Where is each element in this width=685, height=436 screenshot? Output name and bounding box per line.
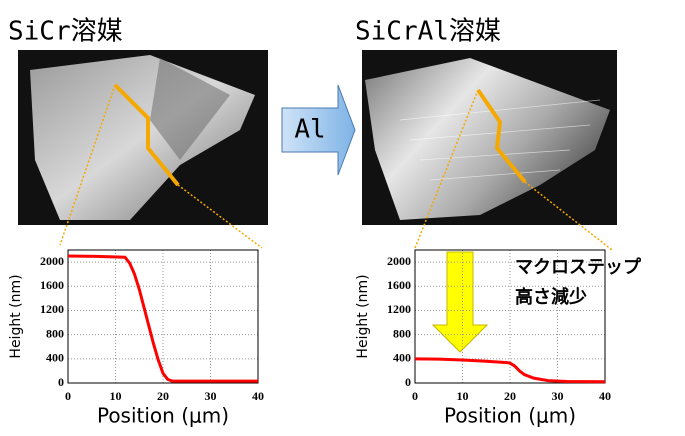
plot-frame (67, 249, 259, 384)
y-tick-label: 400 (46, 351, 64, 365)
process-arrow (281, 84, 356, 176)
x-axis-label: Position (μm) (444, 404, 576, 428)
annotation: 高さ減少 (515, 286, 587, 308)
x-tick-label: 20 (504, 389, 516, 403)
y-tick-label: 800 (393, 326, 411, 340)
afm-image (18, 50, 268, 249)
y-tick-label: 400 (393, 351, 411, 365)
y-tick-label: 1600 (387, 278, 411, 292)
y-tick-label: 2000 (40, 254, 64, 268)
chart-title: SiCr溶媒 (8, 17, 123, 47)
x-tick-label: 10 (457, 389, 469, 403)
y-tick-label: 800 (46, 326, 64, 340)
x-tick-label: 30 (205, 389, 217, 403)
y-tick-label: 2000 (387, 254, 411, 268)
x-tick-label: 0 (412, 389, 418, 403)
y-tick-label: 0 (58, 375, 64, 389)
plot-frame (414, 249, 606, 384)
x-axis-label: Position (μm) (97, 404, 229, 428)
y-tick-label: 1600 (40, 278, 64, 292)
chart-title: SiCrAl溶媒 (355, 17, 501, 47)
decrease-arrow (431, 251, 489, 353)
x-tick-label: 40 (252, 389, 264, 403)
data-line (67, 254, 258, 383)
data-line (414, 357, 606, 384)
y-tick-label: 1200 (387, 302, 411, 316)
annotation: マクロステップ (515, 256, 642, 278)
x-tick-label: 20 (157, 389, 169, 403)
y-tick-label: 0 (405, 375, 411, 389)
afm-image (362, 50, 617, 251)
x-tick-label: 0 (65, 389, 71, 403)
arrow-label: Al (294, 115, 325, 145)
y-tick-label: 1200 (40, 302, 64, 316)
x-tick-label: 10 (110, 389, 122, 403)
x-tick-label: 30 (552, 389, 564, 403)
x-tick-label: 40 (599, 389, 611, 403)
y-axis-label: Height (nm) (355, 274, 371, 358)
y-axis-label: Height (nm) (8, 274, 24, 358)
